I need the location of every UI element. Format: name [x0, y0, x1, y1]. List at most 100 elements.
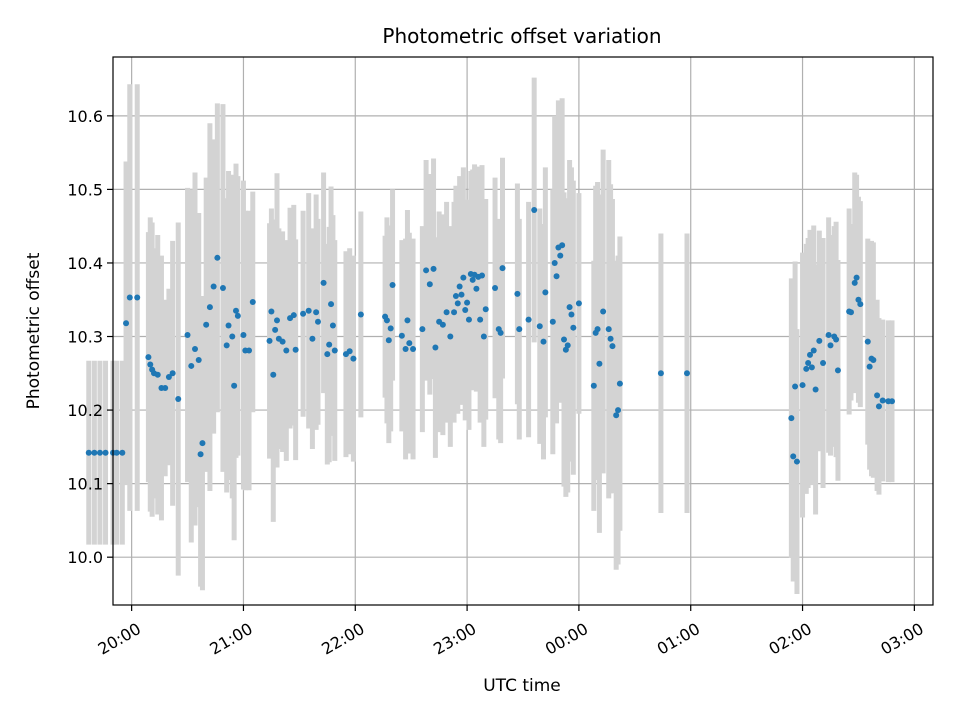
- data-point: [889, 398, 895, 405]
- data-point: [249, 298, 256, 305]
- data-point: [460, 274, 467, 281]
- data-point: [383, 317, 390, 324]
- data-point: [346, 348, 353, 355]
- data-point: [803, 365, 810, 372]
- data-point: [848, 309, 854, 316]
- data-point: [199, 440, 206, 447]
- data-point: [825, 332, 832, 339]
- x-tick-label: 20:00: [95, 619, 144, 659]
- data-point: [590, 382, 597, 389]
- data-point: [833, 336, 840, 343]
- data-point: [874, 392, 881, 399]
- data-point: [389, 282, 396, 289]
- data-point: [808, 364, 815, 371]
- data-point: [268, 308, 275, 315]
- y-tick-label: 10.0: [67, 548, 103, 567]
- data-point: [790, 453, 797, 460]
- data-point: [305, 307, 312, 314]
- data-point: [479, 272, 485, 279]
- data-point: [549, 318, 556, 325]
- data-point: [458, 291, 465, 298]
- data-point: [329, 322, 336, 329]
- data-point: [540, 338, 547, 345]
- data-point: [91, 449, 98, 456]
- data-point: [596, 360, 603, 367]
- data-point: [600, 308, 607, 315]
- data-point: [331, 347, 338, 354]
- x-axis-ticks: 20:00 21:00 22:00 23:00 00:00 01:00 02:00 03:00: [95, 605, 927, 659]
- data-point: [827, 342, 834, 349]
- data-point: [162, 385, 169, 392]
- data-point: [231, 382, 238, 389]
- data-point: [480, 333, 487, 340]
- data-point: [324, 351, 331, 358]
- data-point: [443, 309, 450, 316]
- data-point: [492, 284, 499, 291]
- x-tick-label: 21:00: [206, 619, 255, 659]
- data-point: [451, 309, 458, 316]
- y-axis-label: Photometric offset: [24, 252, 44, 409]
- data-point: [203, 321, 210, 328]
- data-point: [266, 337, 273, 344]
- data-point: [240, 332, 247, 339]
- data-point: [542, 289, 549, 296]
- data-point: [594, 326, 601, 333]
- data-point: [246, 347, 253, 354]
- x-tick-label: 02:00: [766, 619, 815, 659]
- data-point: [272, 326, 279, 333]
- data-point: [575, 300, 582, 307]
- data-point: [315, 318, 321, 325]
- data-point: [613, 412, 620, 419]
- data-point: [328, 301, 335, 308]
- data-point: [792, 383, 799, 390]
- data-point: [219, 284, 226, 291]
- data-point: [812, 386, 819, 393]
- data-point: [214, 254, 221, 261]
- data-point: [290, 312, 297, 319]
- data-point: [805, 359, 812, 366]
- data-point: [145, 354, 152, 361]
- data-point: [514, 290, 521, 297]
- data-point: [320, 279, 327, 286]
- data-point: [309, 335, 316, 342]
- data-point: [404, 317, 411, 324]
- data-point: [851, 279, 858, 286]
- data-point: [557, 252, 564, 259]
- data-point: [279, 338, 286, 345]
- data-point: [609, 343, 616, 350]
- data-point: [274, 317, 280, 324]
- data-point: [465, 316, 472, 323]
- error-bars: [86, 77, 895, 594]
- data-point: [816, 337, 823, 344]
- y-tick-label: 10.6: [67, 107, 103, 126]
- x-tick-label: 00:00: [542, 619, 591, 659]
- data-point: [96, 449, 103, 456]
- data-point: [607, 335, 614, 342]
- data-point: [853, 274, 860, 281]
- data-point: [456, 283, 463, 290]
- data-point: [357, 311, 364, 318]
- data-point: [497, 329, 504, 336]
- data-point: [225, 322, 232, 329]
- data-points: [85, 206, 895, 465]
- data-point: [192, 346, 198, 353]
- data-point: [807, 351, 813, 358]
- data-point: [234, 312, 241, 319]
- data-point: [788, 415, 795, 422]
- data-point: [300, 310, 307, 317]
- data-point: [426, 281, 433, 288]
- data-point: [452, 293, 459, 300]
- data-point: [387, 325, 394, 332]
- data-point: [525, 316, 532, 323]
- data-point: [820, 359, 827, 366]
- data-point: [551, 259, 558, 266]
- y-tick-label: 10.5: [67, 180, 103, 199]
- data-point: [447, 333, 454, 340]
- data-point: [559, 242, 566, 249]
- data-point: [113, 449, 120, 456]
- data-point: [464, 299, 471, 306]
- x-tick-label: 01:00: [654, 619, 703, 659]
- y-axis-ticks: 10.0 10.1 10.2 10.3 10.4 10.5 10.6: [67, 107, 113, 567]
- data-point: [834, 367, 841, 374]
